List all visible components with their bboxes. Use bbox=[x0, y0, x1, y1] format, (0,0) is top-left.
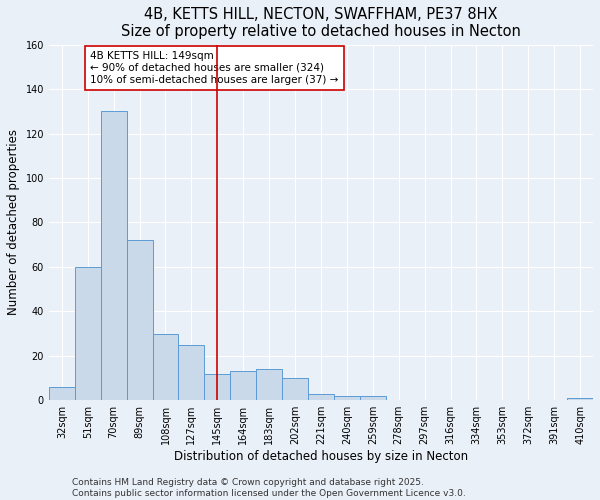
Bar bbox=[205, 374, 230, 400]
Title: 4B, KETTS HILL, NECTON, SWAFFHAM, PE37 8HX
Size of property relative to detached: 4B, KETTS HILL, NECTON, SWAFFHAM, PE37 8… bbox=[121, 7, 521, 40]
Bar bbox=[152, 334, 178, 400]
Bar bbox=[178, 344, 205, 401]
Bar bbox=[101, 112, 127, 401]
Y-axis label: Number of detached properties: Number of detached properties bbox=[7, 130, 20, 316]
Bar bbox=[75, 267, 101, 400]
Text: Contains HM Land Registry data © Crown copyright and database right 2025.
Contai: Contains HM Land Registry data © Crown c… bbox=[72, 478, 466, 498]
X-axis label: Distribution of detached houses by size in Necton: Distribution of detached houses by size … bbox=[174, 450, 468, 463]
Bar bbox=[308, 394, 334, 400]
Bar bbox=[230, 372, 256, 400]
Bar bbox=[567, 398, 593, 400]
Bar bbox=[127, 240, 152, 400]
Bar bbox=[256, 369, 282, 400]
Bar bbox=[334, 396, 360, 400]
Bar bbox=[282, 378, 308, 400]
Text: 4B KETTS HILL: 149sqm
← 90% of detached houses are smaller (324)
10% of semi-det: 4B KETTS HILL: 149sqm ← 90% of detached … bbox=[91, 52, 338, 84]
Bar bbox=[360, 396, 386, 400]
Bar bbox=[49, 387, 75, 400]
